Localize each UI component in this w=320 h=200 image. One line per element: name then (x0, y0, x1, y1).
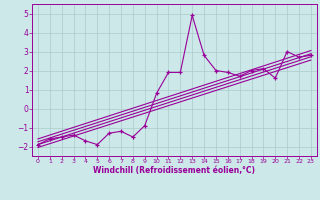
X-axis label: Windchill (Refroidissement éolien,°C): Windchill (Refroidissement éolien,°C) (93, 166, 255, 175)
